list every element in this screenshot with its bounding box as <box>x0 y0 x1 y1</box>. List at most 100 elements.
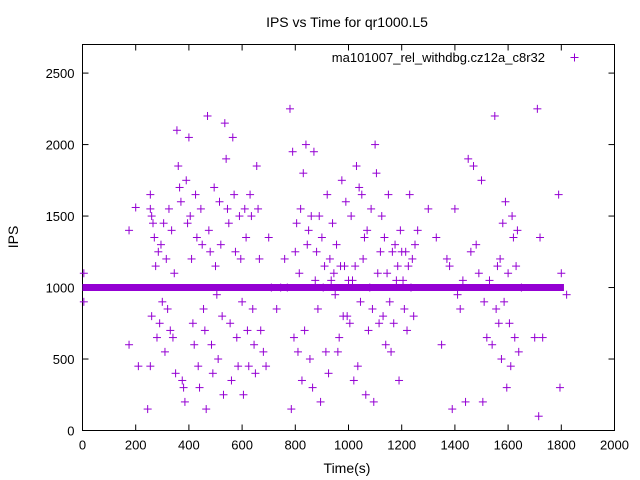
data-point <box>248 304 257 313</box>
data-point <box>125 226 134 235</box>
data-point <box>206 247 215 256</box>
data-point <box>387 347 396 356</box>
x-tick-label: 2000 <box>600 438 629 453</box>
data-point <box>359 254 368 263</box>
data-point <box>296 204 305 213</box>
x-tick-label: 1600 <box>494 438 523 453</box>
data-point <box>375 319 384 328</box>
x-axis-label: Time(s) <box>324 460 371 476</box>
data-point <box>395 376 404 385</box>
y-axis: 0 500 1000 1500 2000 2500 <box>46 66 615 439</box>
data-point <box>355 183 364 192</box>
data-point <box>327 276 336 285</box>
data-point <box>295 269 304 278</box>
data-point <box>453 290 462 299</box>
data-point <box>168 333 177 342</box>
data-point <box>172 126 181 135</box>
data-point <box>131 203 140 212</box>
data-point <box>480 297 489 306</box>
data-point <box>240 204 249 213</box>
data-point <box>530 333 539 342</box>
data-point <box>348 276 357 285</box>
data-point <box>232 333 241 342</box>
x-tick-label: 1200 <box>387 438 416 453</box>
legend-label: ma101007_rel_withdbg.cz12a_c8r32 <box>332 50 545 65</box>
data-point <box>319 283 328 292</box>
data-point <box>509 233 518 242</box>
data-point <box>307 212 316 221</box>
data-point <box>320 262 329 271</box>
data-point <box>361 390 370 399</box>
data-point <box>287 405 296 414</box>
data-point <box>146 204 155 213</box>
data-point <box>183 219 192 228</box>
data-point <box>215 197 224 206</box>
data-point <box>405 190 414 199</box>
data-point <box>308 383 317 392</box>
data-point <box>289 333 298 342</box>
data-point <box>517 283 526 292</box>
data-point <box>167 226 176 235</box>
data-point <box>305 355 314 364</box>
data-point <box>400 304 409 313</box>
data-point <box>252 162 261 171</box>
y-tick-label: 2000 <box>46 138 75 153</box>
data-point <box>218 312 227 321</box>
data-point <box>219 390 228 399</box>
legend-plus-mark <box>570 53 579 62</box>
x-tick-label: 1000 <box>334 438 363 453</box>
data-point <box>329 269 338 278</box>
x-tick-label: 200 <box>125 438 147 453</box>
data-point <box>363 226 372 235</box>
data-point <box>186 212 195 221</box>
data-point <box>283 283 292 292</box>
data-point <box>160 347 169 356</box>
data-point <box>488 340 497 349</box>
data-point <box>125 340 134 349</box>
data-point <box>134 362 143 371</box>
data-point <box>247 212 256 221</box>
data-point <box>170 269 179 278</box>
data-point <box>404 262 413 271</box>
data-point <box>345 319 354 328</box>
data-point <box>424 204 433 213</box>
x-tick-label: 1400 <box>440 438 469 453</box>
data-point <box>188 319 197 328</box>
data-point <box>311 276 320 285</box>
data-point <box>403 326 412 335</box>
data-point <box>223 204 232 213</box>
data-point <box>246 190 255 199</box>
data-point <box>353 362 362 371</box>
data-point <box>456 304 465 313</box>
data-point <box>230 190 239 199</box>
data-point <box>357 190 366 199</box>
data-point <box>381 340 390 349</box>
data-point <box>158 297 167 306</box>
data-point <box>242 233 251 242</box>
data-point <box>347 212 356 221</box>
data-point <box>464 154 473 163</box>
data-point <box>151 262 160 271</box>
data-point <box>506 362 515 371</box>
data-point <box>239 390 248 399</box>
data-point <box>360 233 369 242</box>
data-point <box>146 362 155 371</box>
data-point <box>190 340 199 349</box>
data-point <box>369 397 378 406</box>
data-point <box>466 247 475 256</box>
data-point <box>163 304 172 313</box>
data-point <box>207 340 216 349</box>
data-point <box>365 283 374 292</box>
data-point <box>474 269 483 278</box>
data-point <box>356 297 365 306</box>
data-point <box>220 119 229 128</box>
data-point <box>411 240 419 249</box>
data-point <box>407 283 416 292</box>
data-point <box>485 276 494 285</box>
data-point <box>251 369 260 378</box>
data-point <box>184 133 193 142</box>
data-point <box>477 176 486 185</box>
data-point <box>335 333 344 342</box>
data-point <box>200 326 209 335</box>
